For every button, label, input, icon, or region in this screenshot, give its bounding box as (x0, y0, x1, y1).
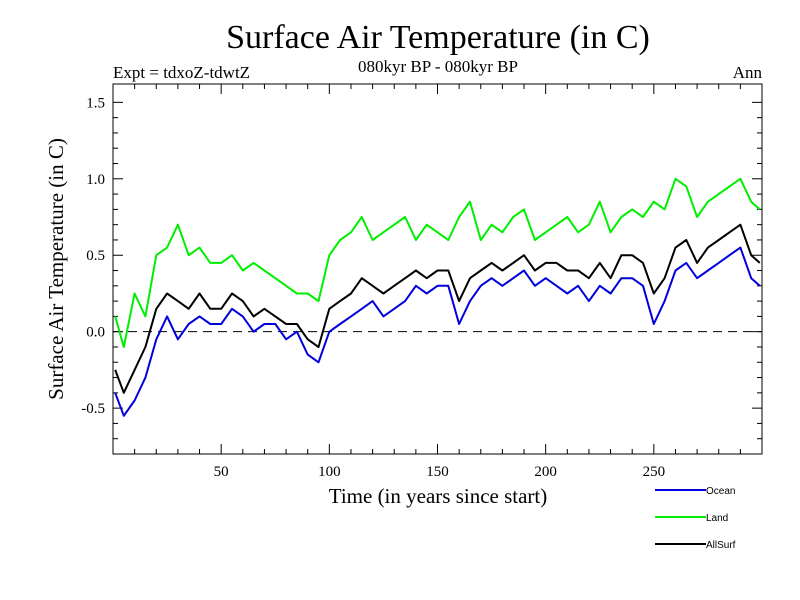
chart-subtitle: 080kyr BP - 080kyr BP (358, 57, 518, 76)
experiment-label: Expt = tdxoZ-tdwtZ (113, 63, 250, 82)
x-axis-label: Time (in years since start) (329, 484, 548, 508)
y-axis-label: Surface Air Temperature (in C) (44, 138, 68, 400)
legend-label-land: Land (706, 513, 728, 524)
x-tick-label: 200 (534, 464, 557, 480)
series-line-land (114, 177, 761, 348)
axis-ticks (113, 84, 762, 454)
y-tick-label: 0.5 (86, 248, 105, 264)
y-tick-label: 1.5 (86, 95, 105, 111)
x-tick-label: 100 (318, 464, 341, 480)
legend: Ocean Land AllSurf (655, 486, 736, 551)
x-tick-label: 50 (214, 464, 229, 480)
series-lines (114, 177, 761, 417)
series-line-allsurf (114, 223, 761, 394)
y-tick-label: 0.0 (86, 325, 105, 341)
period-label: Ann (733, 63, 763, 82)
x-tick-label: 250 (643, 464, 666, 480)
plot-frame (112, 83, 763, 455)
y-tick-label: -0.5 (81, 401, 105, 417)
series-line-ocean (114, 246, 761, 417)
legend-label-allsurf: AllSurf (706, 540, 736, 551)
plot-area (112, 83, 763, 455)
y-tick-label: 1.0 (86, 172, 105, 188)
x-tick-labels: 50 100 150 200 250 (214, 464, 665, 480)
y-tick-labels: -0.5 0.0 0.5 1.0 1.5 (81, 95, 105, 417)
legend-label-ocean: Ocean (706, 486, 735, 497)
x-tick-label: 150 (426, 464, 449, 480)
chart-title: Surface Air Temperature (in C) (226, 19, 650, 56)
